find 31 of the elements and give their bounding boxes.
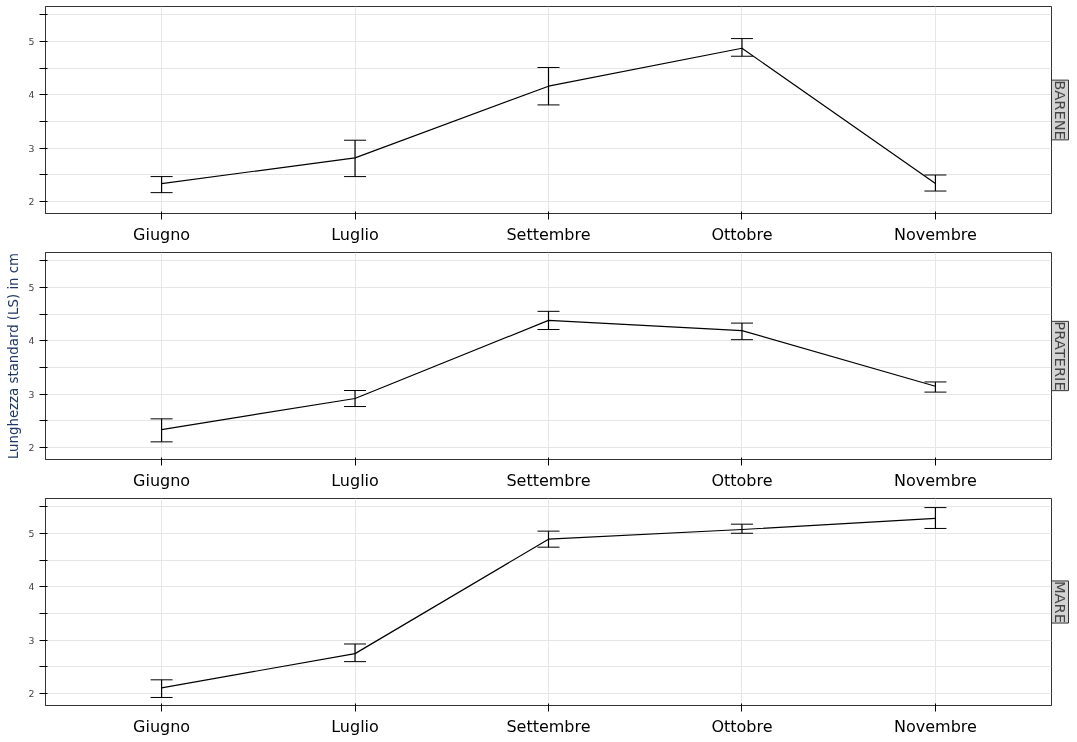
x-tick-label: Novembre (893, 224, 977, 244)
text: PRATERIE (1051, 321, 1069, 391)
y-tick-label: 2 (28, 442, 35, 454)
x-tick-label: Ottobre (711, 224, 773, 244)
x-tick-label: Luglio (331, 470, 379, 490)
y-tick-label: 4 (28, 335, 35, 347)
x-tick-label: Settembre (506, 716, 591, 736)
y-tick-label: 5 (28, 527, 35, 539)
x-tick-label: Novembre (893, 470, 977, 490)
y-tick-label: 2 (28, 688, 35, 700)
y-axis-title: Lunghezza standard (LS) in cm (5, 252, 21, 460)
x-tick-label: Novembre (893, 716, 977, 736)
x-tick-label: Giugno (133, 470, 191, 490)
y-tick-label: 3 (28, 142, 35, 154)
x-tick-label: Ottobre (711, 470, 773, 490)
x-tick-label: Giugno (133, 716, 191, 736)
x-tick-label: Luglio (331, 224, 379, 244)
text: BARENE (1051, 80, 1069, 140)
x-tick-label: Ottobre (711, 716, 773, 736)
y-tick-label: 5 (28, 281, 35, 293)
y-tick-label: 5 (28, 35, 35, 47)
y-tick-label: 4 (28, 581, 35, 593)
x-tick-label: Settembre (506, 470, 591, 490)
x-tick-label: Giugno (133, 224, 191, 244)
y-tick-label: 4 (28, 89, 35, 101)
x-tick-label: Settembre (506, 224, 591, 244)
y-tick-label: 3 (28, 634, 35, 646)
y-tick-label: 2 (28, 196, 35, 208)
x-tick-label: Luglio (331, 716, 379, 736)
y-tick-label: 3 (28, 388, 35, 400)
text: MARE (1051, 580, 1069, 624)
